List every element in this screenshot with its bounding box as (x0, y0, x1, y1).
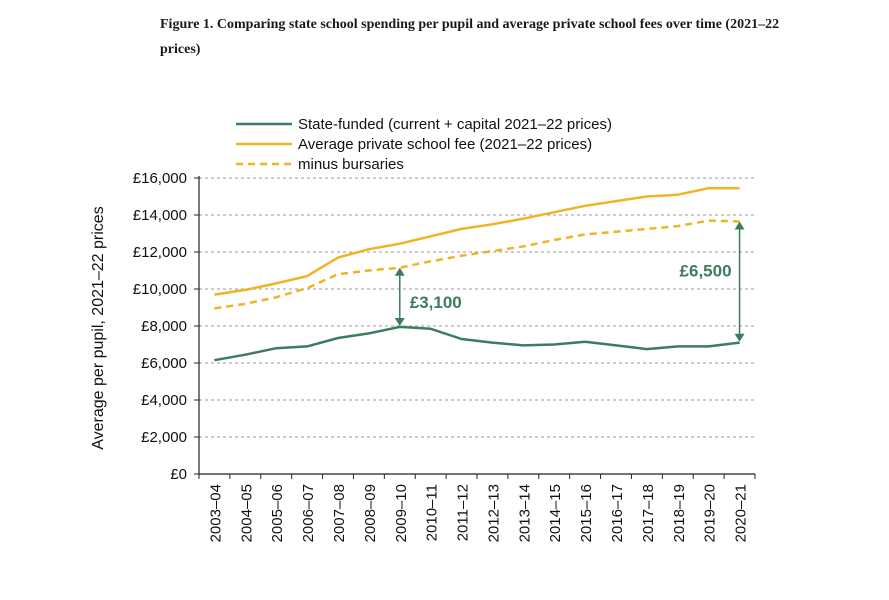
x-tick-label: 2004–05 (238, 484, 255, 542)
series-lines (214, 186, 740, 362)
y-tick-label: £10,000 (133, 281, 187, 298)
x-tick-label: 2005–06 (269, 484, 286, 542)
axes (194, 176, 756, 479)
annotations: £3,100 £6,500 (394, 221, 745, 342)
x-tick-label: 2014–15 (547, 484, 564, 542)
annotation-label: £6,500 (680, 262, 732, 281)
x-tick-label: 2012–13 (485, 484, 502, 542)
y-tick-label: £8,000 (141, 318, 187, 335)
annotation-arrow-head (394, 267, 405, 276)
legend: State-funded (current + capital 2021–22 … (236, 116, 612, 173)
legend-label: State-funded (current + capital 2021–22 … (298, 116, 612, 133)
legend-label: minus bursaries (298, 156, 404, 173)
x-tick-labels: 2003–04 2004–05 2005–06 2006–07 2007–08 2008–… (207, 484, 749, 542)
y-tick-label: £2,000 (141, 429, 187, 446)
x-tick-label: 2020–21 (733, 484, 750, 542)
annotation-arrow-head (734, 333, 745, 342)
series-line (214, 186, 740, 296)
gridlines (199, 177, 755, 438)
x-tick-label: 2018–19 (671, 484, 688, 542)
x-tick-label: 2007–08 (331, 484, 348, 542)
y-axis-label: Average per pupil, 2021–22 prices (90, 206, 107, 449)
x-tick-label: 2011–12 (455, 484, 472, 541)
y-tick-label: £4,000 (141, 392, 187, 409)
x-tick-label: 2003–04 (207, 484, 224, 542)
y-tick-label: £14,000 (133, 207, 187, 224)
y-tick-label: £0 (170, 466, 187, 483)
x-tick-label: 2010–11 (424, 484, 441, 541)
x-tick-label: 2015–16 (578, 484, 595, 542)
figure-title: Figure 1. Comparing state school spendin… (160, 17, 780, 57)
series-line (214, 325, 740, 362)
y-tick-label: £6,000 (141, 355, 187, 372)
series-line (214, 219, 740, 310)
x-tick-label: 2009–10 (393, 484, 410, 542)
x-tick-label: 2016–17 (609, 484, 626, 542)
annotation-arrow-head (734, 221, 745, 230)
x-tick-label: 2013–14 (516, 484, 533, 542)
y-tick-label: £12,000 (133, 244, 187, 261)
x-tick-label: 2019–20 (702, 484, 719, 542)
x-tick-label: 2008–09 (362, 484, 379, 542)
x-tick-label: 2017–18 (640, 484, 657, 542)
y-tick-labels: £0 £2,000 £4,000 £6,000 £8,000 £10,000 £12,000… (133, 170, 187, 483)
x-tick-label: 2006–07 (300, 484, 317, 542)
y-tick-label: £16,000 (133, 170, 187, 187)
annotation-label: £3,100 (410, 293, 462, 312)
annotation-arrow-head (394, 318, 405, 326)
legend-label: Average private school fee (2021–22 pric… (298, 136, 592, 153)
